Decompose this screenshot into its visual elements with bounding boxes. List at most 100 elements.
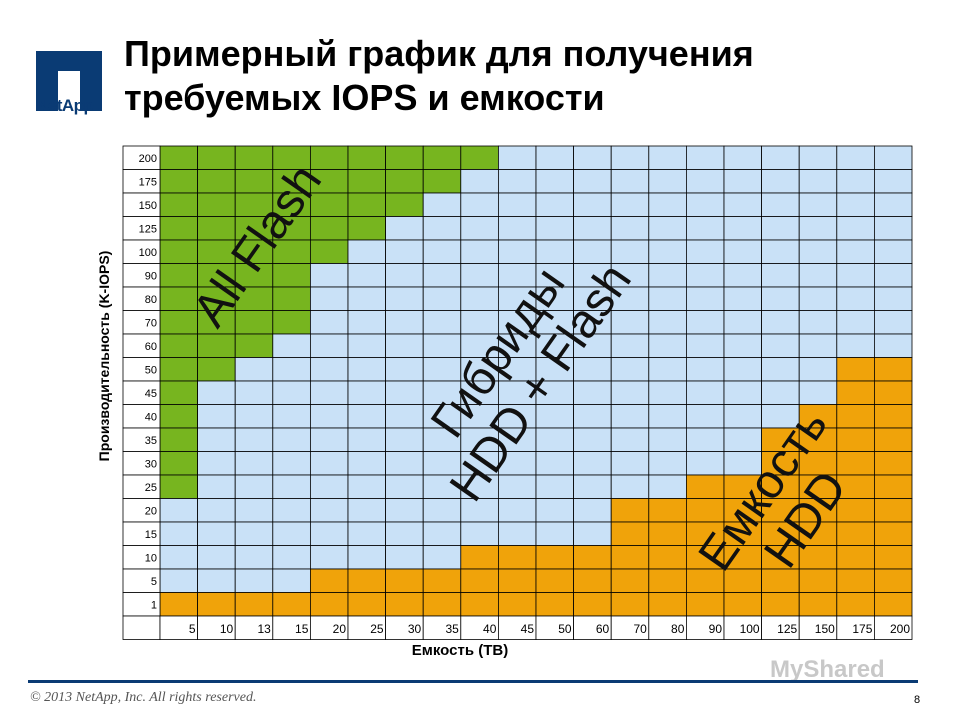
y-tick-label: 60 [145, 341, 157, 353]
heatmap-cell [648, 216, 687, 241]
netapp-logo-icon [36, 51, 102, 111]
heatmap-cell [347, 568, 386, 593]
heatmap-cell [347, 286, 386, 311]
heatmap-cell [159, 521, 198, 546]
heatmap-cell [874, 521, 913, 546]
heatmap-cell [309, 357, 349, 382]
heatmap-cell [686, 263, 725, 288]
heatmap-cell [723, 404, 762, 429]
heatmap-cell [309, 521, 349, 546]
heatmap-cell [535, 145, 574, 170]
y-tick-label: 175 [139, 176, 157, 188]
corner-cell [122, 615, 161, 640]
heatmap-cell [422, 286, 462, 311]
heatmap-cell [648, 427, 687, 452]
heatmap-cell [648, 545, 687, 570]
heatmap-cell [723, 145, 762, 170]
heatmap-cell [836, 404, 875, 429]
heatmap-cell [272, 568, 311, 593]
heatmap-cell [535, 192, 574, 217]
heatmap-cell [385, 568, 424, 593]
heatmap-cell [610, 357, 650, 382]
heatmap-cell [272, 427, 311, 452]
heatmap-cell [761, 145, 800, 170]
heatmap-cell [385, 286, 424, 311]
heatmap-cell [761, 286, 800, 311]
heatmap-cell [648, 451, 687, 476]
title-line-2: требуемых IOPS и емкости [124, 77, 605, 118]
heatmap-cell [497, 545, 537, 570]
heatmap-cell [836, 216, 875, 241]
heatmap-cell [385, 498, 424, 523]
heatmap-cell [874, 568, 913, 593]
heatmap-cell [309, 216, 349, 241]
x-tick-label: 30 [408, 622, 422, 636]
heatmap-cell [385, 169, 424, 194]
heatmap-cell [460, 521, 499, 546]
heatmap-cell [497, 145, 537, 170]
heatmap-cell [648, 521, 687, 546]
heatmap-cell [309, 592, 349, 617]
y-tick-label: 1 [151, 599, 157, 611]
heatmap-cell [309, 427, 349, 452]
heatmap-cell [460, 286, 499, 311]
heatmap-cell [272, 521, 311, 546]
heatmap-cell [347, 192, 386, 217]
heatmap-cell [309, 474, 349, 499]
x-axis-label: Емкость (TB) [411, 642, 509, 659]
heatmap-cell [159, 545, 198, 570]
x-tick-label: 10 [220, 622, 234, 636]
heatmap-cell [422, 239, 462, 264]
heatmap-cell [234, 545, 274, 570]
heatmap-cell [573, 145, 612, 170]
heatmap-cell [159, 145, 198, 170]
heatmap-cell [798, 263, 838, 288]
heatmap-cell [309, 310, 349, 335]
heatmap-cell [385, 333, 424, 358]
heatmap-cell [610, 145, 650, 170]
x-tick-label: 60 [596, 622, 610, 636]
heatmap-cell [610, 592, 650, 617]
x-tick-label: 45 [521, 622, 535, 636]
heatmap-cell [197, 192, 236, 217]
heatmap-cell [648, 498, 687, 523]
y-tick-label: 50 [145, 364, 157, 376]
heatmap-cell [347, 333, 386, 358]
heatmap-cell [347, 498, 386, 523]
heatmap-cell [385, 263, 424, 288]
heatmap-cell [422, 263, 462, 288]
heatmap-cell [686, 474, 725, 499]
heatmap-cell [535, 592, 574, 617]
heatmap-cell [573, 521, 612, 546]
heatmap-cell [573, 216, 612, 241]
heatmap-cell [610, 380, 650, 405]
heatmap-cell [234, 498, 274, 523]
heatmap-cell [159, 263, 198, 288]
x-tick-label: 13 [257, 622, 271, 636]
heatmap-cell [422, 521, 462, 546]
heatmap-cell [159, 592, 198, 617]
heatmap-cell [610, 239, 650, 264]
heatmap-cell [836, 239, 875, 264]
heatmap-cell [723, 310, 762, 335]
heatmap-cell [460, 192, 499, 217]
y-tick-label: 25 [145, 482, 157, 494]
heatmap-cell [761, 192, 800, 217]
heatmap-cell [836, 286, 875, 311]
heatmap-cell [686, 216, 725, 241]
heatmap-cell [798, 239, 838, 264]
y-tick-label: 40 [145, 411, 157, 423]
heatmap-cell [309, 545, 349, 570]
heatmap-cell [385, 239, 424, 264]
page-number: 8 [914, 694, 921, 706]
heatmap-cell [686, 239, 725, 264]
heatmap-cell [874, 380, 913, 405]
heatmap-cell [798, 568, 838, 593]
y-tick-label: 100 [139, 247, 157, 259]
x-tick-label: 15 [295, 622, 309, 636]
heatmap-cell [723, 286, 762, 311]
heatmap-cell [723, 380, 762, 405]
heatmap-cell [874, 498, 913, 523]
heatmap-cell [610, 333, 650, 358]
heatmap-cell [347, 357, 386, 382]
